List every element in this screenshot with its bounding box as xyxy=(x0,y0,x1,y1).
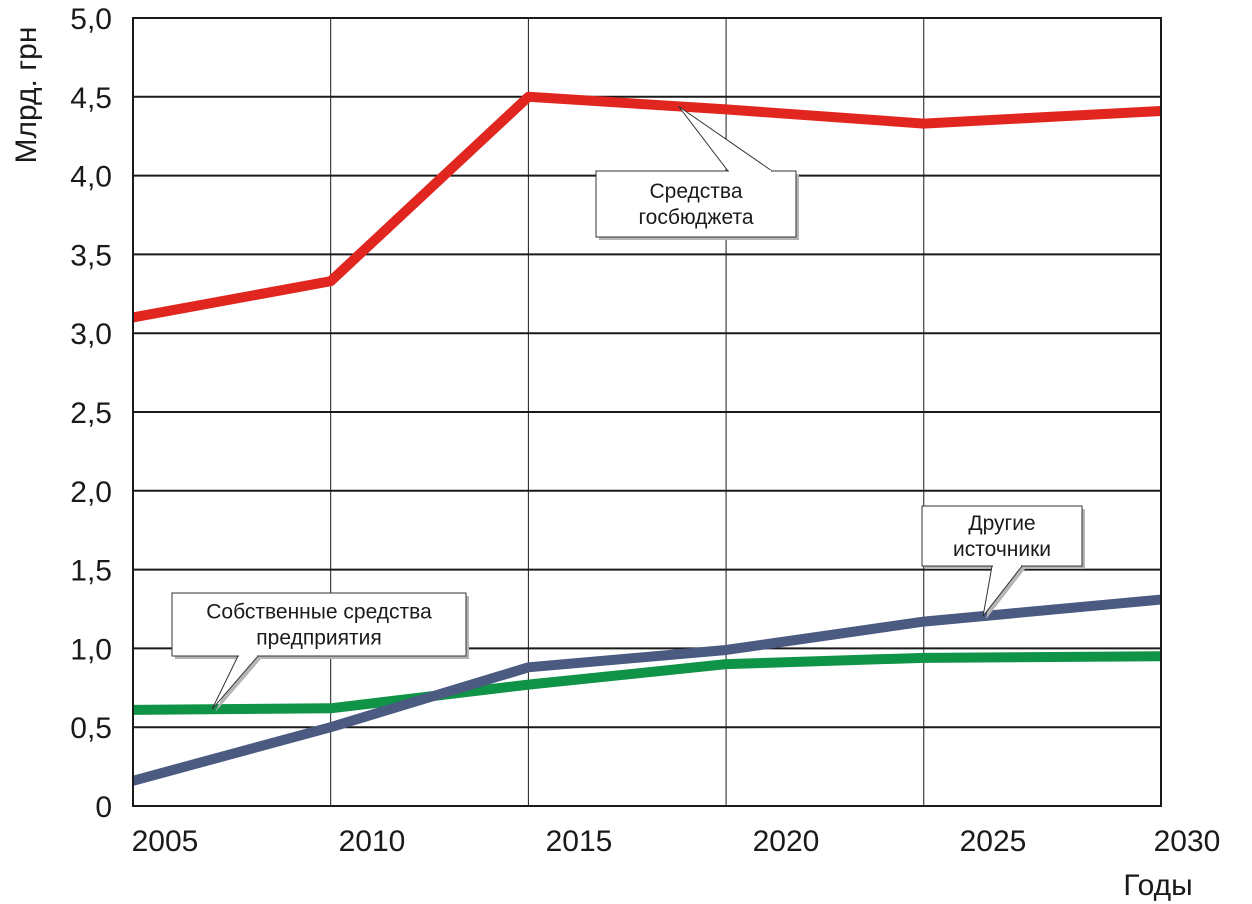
series-line-own xyxy=(132,651,1162,715)
y-tick-label: 1,5 xyxy=(70,555,112,588)
y-tick-label: 0,5 xyxy=(70,712,112,745)
y-tick-label: 2,0 xyxy=(70,476,112,509)
y-tick-label: 2,5 xyxy=(70,397,112,430)
x-tick-label: 2015 xyxy=(546,825,613,858)
callout-pointer xyxy=(211,655,260,710)
x-axis-label: Годы xyxy=(1123,869,1192,902)
callout-text-line: Средства xyxy=(649,180,742,203)
y-tick-label: 3,5 xyxy=(70,239,112,272)
grid xyxy=(133,18,1161,806)
series-line-other xyxy=(131,594,1162,786)
x-tick-label: 2005 xyxy=(132,825,199,858)
y-tick-label: 4,0 xyxy=(70,161,112,194)
y-tick-label: 1,0 xyxy=(70,633,112,666)
y-axis-ticks: 0 0,5 1,0 1,5 2,0 2,5 3,0 3,5 4,0 4,5 5,0 xyxy=(70,3,112,824)
series-line-budget xyxy=(132,91,1162,323)
x-tick-label: 2025 xyxy=(960,825,1027,858)
x-tick-label: 2010 xyxy=(339,825,406,858)
y-axis-label: Млрд. грн xyxy=(10,27,43,164)
callouts: Средства госбюджета Собственные средства пр… xyxy=(171,105,1085,713)
callout-box xyxy=(171,592,467,657)
x-tick-label: 2020 xyxy=(753,825,820,858)
series-lines xyxy=(131,91,1162,786)
x-axis-ticks: 2005 2010 2015 2020 2025 2030 xyxy=(132,825,1221,858)
callout-text-line: предприятия xyxy=(256,627,381,650)
y-tick-label: 5,0 xyxy=(70,3,112,36)
callout-text-line: Другие xyxy=(968,512,1035,535)
y-tick-label: 0 xyxy=(95,791,112,824)
callout-text-line: источники xyxy=(953,538,1051,561)
callout-text-line: Собственные средства xyxy=(206,601,432,624)
callout-other: Другие источники xyxy=(921,505,1085,620)
callout-budget: Средства госбюджета xyxy=(595,105,799,240)
x-tick-label: 2030 xyxy=(1154,825,1221,858)
plot-frame xyxy=(132,17,1162,807)
callout-own: Собственные средства предприятия xyxy=(171,592,469,713)
y-tick-label: 3,0 xyxy=(70,318,112,351)
callout-pointer-shadow xyxy=(215,659,261,713)
callout-text-line: госбюджета xyxy=(638,206,753,229)
callout-box xyxy=(921,505,1083,567)
callout-box xyxy=(595,170,797,238)
y-tick-label: 4,5 xyxy=(70,82,112,115)
